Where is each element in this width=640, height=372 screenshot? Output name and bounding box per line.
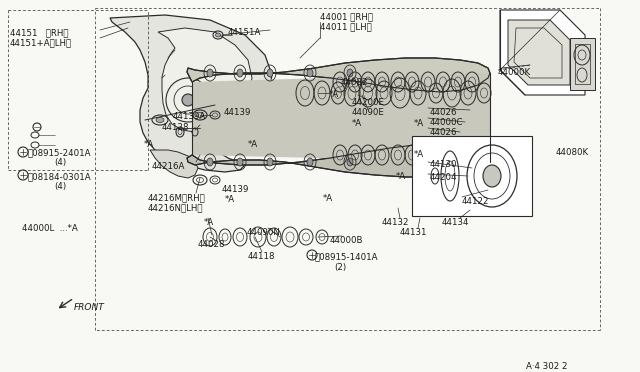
Text: 44216M〈RH〉: 44216M〈RH〉 [148, 193, 205, 202]
Circle shape [182, 94, 194, 106]
Text: 44080K: 44080K [556, 148, 589, 157]
Text: 44026: 44026 [430, 108, 458, 117]
Ellipse shape [216, 33, 221, 37]
Text: *A: *A [248, 140, 258, 149]
Text: *A: *A [144, 140, 154, 149]
Text: 44090E: 44090E [352, 108, 385, 117]
Text: Ⓥ08915-2401A: Ⓥ08915-2401A [28, 148, 92, 157]
Polygon shape [508, 20, 570, 85]
Text: 44151+A〈LH〉: 44151+A〈LH〉 [10, 38, 72, 47]
Text: 44000K: 44000K [498, 68, 531, 77]
Text: *A: *A [414, 150, 424, 159]
Text: 44026: 44026 [430, 128, 458, 137]
Text: 44000B: 44000B [330, 236, 364, 245]
Ellipse shape [307, 69, 313, 77]
Text: FRONT: FRONT [74, 303, 105, 312]
Text: 44134: 44134 [442, 218, 470, 227]
Text: ⒲08184-0301A: ⒲08184-0301A [28, 172, 92, 181]
Ellipse shape [267, 69, 273, 77]
Text: 44204: 44204 [430, 173, 458, 182]
Text: 44000C: 44000C [430, 118, 463, 127]
Ellipse shape [237, 158, 243, 166]
Text: 44151A: 44151A [228, 28, 261, 37]
Text: 44151   〈RH〉: 44151 〈RH〉 [10, 28, 68, 37]
Text: Ⓥ08915-1401A: Ⓥ08915-1401A [315, 252, 378, 261]
Text: A·4 302 2: A·4 302 2 [526, 362, 568, 371]
Text: *A: *A [414, 119, 424, 128]
Text: 44131: 44131 [400, 228, 428, 237]
Ellipse shape [237, 69, 243, 77]
Text: (4): (4) [54, 158, 66, 167]
Text: (4): (4) [54, 182, 66, 191]
Text: 44139: 44139 [224, 108, 252, 117]
Text: 44130: 44130 [430, 160, 458, 169]
Text: (2): (2) [334, 263, 346, 272]
Ellipse shape [156, 118, 164, 122]
Text: 44090N: 44090N [247, 228, 281, 237]
Ellipse shape [267, 158, 273, 166]
Text: *A: *A [329, 90, 339, 99]
Text: *A: *A [204, 218, 214, 227]
Text: 44200E: 44200E [352, 98, 385, 107]
Polygon shape [150, 150, 198, 178]
Polygon shape [192, 73, 490, 162]
Polygon shape [158, 28, 252, 132]
Bar [412, 136, 532, 216]
Polygon shape [187, 58, 490, 92]
Text: 44000L  ...*A: 44000L ...*A [22, 224, 77, 233]
Polygon shape [500, 10, 585, 95]
Text: 44011 〈LH〉: 44011 〈LH〉 [320, 22, 372, 31]
Text: *A: *A [352, 119, 362, 128]
Text: 44216N〈LH〉: 44216N〈LH〉 [148, 203, 204, 212]
Text: 44216A: 44216A [152, 162, 186, 171]
Polygon shape [187, 143, 490, 177]
Text: *A: *A [396, 172, 406, 181]
Text: 44132: 44132 [382, 218, 410, 227]
Text: 44001 〈RH〉: 44001 〈RH〉 [320, 12, 373, 21]
Text: 44082: 44082 [341, 78, 369, 87]
Text: *A: *A [323, 194, 333, 203]
Ellipse shape [207, 158, 213, 166]
Ellipse shape [207, 69, 213, 77]
Ellipse shape [307, 158, 313, 166]
Text: 44118: 44118 [248, 252, 275, 261]
Text: 44139: 44139 [222, 185, 250, 194]
Polygon shape [570, 38, 595, 90]
Ellipse shape [347, 69, 353, 77]
Text: 44139A: 44139A [173, 112, 206, 121]
Text: 44128: 44128 [162, 123, 189, 132]
Text: *A: *A [225, 195, 235, 204]
Ellipse shape [347, 158, 353, 166]
Text: 44122: 44122 [462, 197, 490, 206]
Text: 44028: 44028 [198, 240, 225, 249]
Polygon shape [110, 15, 272, 172]
Ellipse shape [483, 165, 501, 187]
